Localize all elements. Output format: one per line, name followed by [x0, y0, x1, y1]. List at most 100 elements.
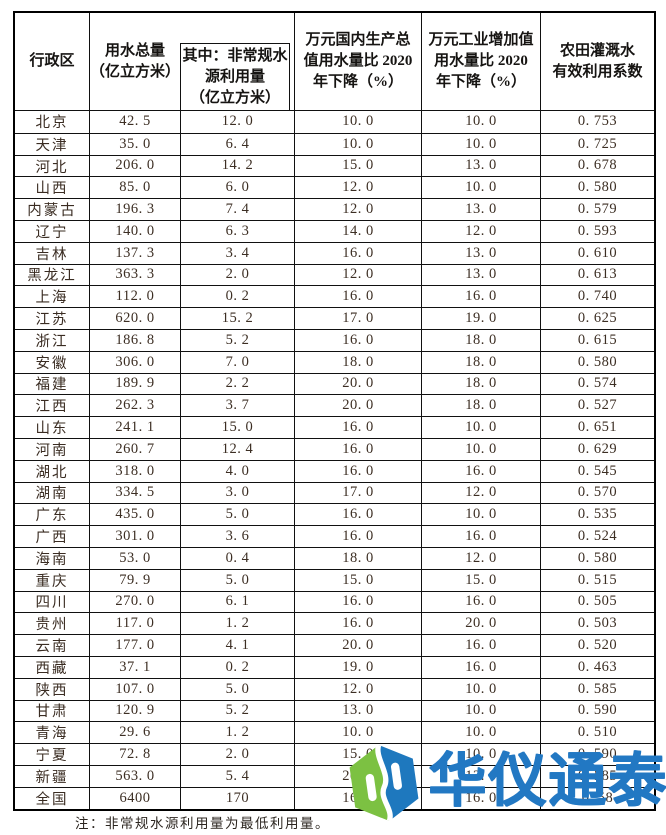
- table-row: 天津 35. 0 6. 4 10. 0 10. 0 0. 725: [15, 132, 654, 155]
- value-cell: 16. 0: [295, 526, 422, 547]
- table-row: 甘肃 120. 9 5. 2 13. 0 10. 0 0. 590: [15, 699, 654, 722]
- table-row: 吉林 137. 3 3. 4 16. 0 13. 0 0. 610: [15, 241, 654, 264]
- value-cell: 0. 579: [577, 201, 618, 218]
- value-cell: 12. 0: [422, 220, 541, 242]
- value-cell: 16. 0: [295, 417, 422, 438]
- table-header-row: 行政区 用水总量 （亿立方米） 其中：非常规水 源利用量 （亿立方米） 万元国内…: [15, 13, 654, 111]
- value-cell: 117. 0: [90, 613, 181, 635]
- value-cell: 306. 0: [90, 351, 181, 373]
- value-cell: 4. 1: [181, 635, 295, 656]
- value-cell: 5. 2: [181, 329, 295, 351]
- value-cell: 16. 0: [295, 329, 422, 351]
- table-row: 西藏 37. 1 0. 2 19. 0 16. 0 0. 463: [15, 655, 654, 678]
- value-cell: 0. 2: [181, 656, 295, 678]
- value-cell: 16. 0: [422, 656, 541, 678]
- value-cell: 270. 0: [90, 591, 181, 613]
- table-row: 安徽 306. 0 7. 0 18. 0 18. 0 0. 580: [15, 350, 654, 373]
- region-cell: 陕西: [15, 678, 90, 700]
- region-cell: 宁夏: [15, 744, 90, 765]
- region-cell: 江苏: [15, 308, 90, 329]
- region-cell: 广东: [15, 504, 90, 526]
- region-cell: 广西: [15, 526, 90, 547]
- value-cell: 10. 0: [422, 504, 541, 526]
- table-row: 广东 435. 0 5. 0 16. 0 10. 0 0. 535: [15, 503, 654, 526]
- col-header-total-water: 用水总量 （亿立方米）: [90, 42, 181, 80]
- value-cell: 0. 524: [577, 528, 618, 545]
- value-cell: 10. 0: [295, 133, 422, 155]
- value-cell: 16. 0: [422, 591, 541, 613]
- value-cell: 10. 0: [295, 722, 422, 744]
- value-cell: 7. 4: [181, 199, 295, 220]
- value-cell: 10. 0: [422, 111, 541, 133]
- value-cell: 13. 0: [422, 155, 541, 177]
- value-cell: 5. 2: [181, 700, 295, 722]
- value-cell: 241. 1: [90, 417, 181, 438]
- value-cell: 15. 0: [295, 155, 422, 177]
- col-header-gdp-drop: 万元国内生产总 值用水量比 2020 年下降（%）: [295, 13, 422, 110]
- value-cell: 10. 0: [422, 744, 541, 765]
- value-cell: 0. 545: [577, 462, 618, 479]
- table-row: 辽宁 140. 0 6. 3 14. 0 12. 0 0. 593: [15, 219, 654, 242]
- table-row: 河北 206. 0 14. 2 15. 0 13. 0 0. 678: [15, 154, 654, 177]
- value-cell: 334. 5: [90, 482, 181, 504]
- value-cell: 0. 590: [577, 746, 618, 762]
- region-cell: 青海: [15, 722, 90, 744]
- value-cell: 10. 0: [422, 177, 541, 199]
- region-cell: 山西: [15, 177, 90, 199]
- value-cell: 0. 503: [577, 615, 618, 632]
- value-cell: 12. 0: [181, 111, 295, 133]
- value-cell: 0. 527: [577, 397, 618, 414]
- value-cell: 0. 574: [577, 375, 618, 392]
- value-cell: 0. 580: [577, 549, 618, 566]
- value-cell: 177. 0: [90, 635, 181, 656]
- value-cell: 0. 535: [577, 506, 618, 523]
- region-cell: 辽宁: [15, 220, 90, 242]
- table-row: 海南 53. 0 0. 4 18. 0 12. 0 0. 580: [15, 546, 654, 569]
- table-row: 山西 85. 0 6. 0 12. 0 10. 0 0. 580: [15, 176, 654, 199]
- value-cell: 18. 0: [422, 351, 541, 373]
- table-row: 湖南 334. 5 3. 0 17. 0 12. 0 0. 570: [15, 481, 654, 504]
- value-cell: 189. 9: [90, 373, 181, 395]
- region-cell: 江西: [15, 395, 90, 417]
- value-cell: 0. 520: [577, 637, 618, 654]
- huayi-tongtai-logo-icon: [349, 744, 419, 822]
- value-cell: 3. 6: [181, 526, 295, 547]
- value-cell: 10. 0: [295, 111, 422, 133]
- region-cell: 山东: [15, 417, 90, 438]
- value-cell: 15. 0: [181, 417, 295, 438]
- value-cell: 5. 0: [181, 504, 295, 526]
- value-cell: 18. 0: [295, 351, 422, 373]
- value-cell: 18. 0: [422, 329, 541, 351]
- value-cell: 14. 2: [181, 155, 295, 177]
- value-cell: 0. 585: [577, 767, 618, 784]
- value-cell: 16. 0: [422, 460, 541, 482]
- value-cell: 15. 2: [181, 308, 295, 329]
- value-cell: 10. 0: [422, 678, 541, 700]
- value-cell: 6. 4: [181, 133, 295, 155]
- value-cell: 260. 7: [90, 438, 181, 460]
- region-cell: 贵州: [15, 613, 90, 635]
- region-cell: 西藏: [15, 656, 90, 678]
- value-cell: 19. 0: [295, 656, 422, 678]
- value-cell: 18. 0: [422, 373, 541, 395]
- value-cell: 0. 2: [181, 286, 295, 308]
- value-cell: 20. 0: [295, 635, 422, 656]
- value-cell: 6400: [90, 787, 181, 809]
- value-cell: 0. 613: [577, 266, 618, 283]
- col-header-region: 行政区: [15, 13, 90, 110]
- value-cell: 2. 0: [181, 264, 295, 286]
- value-cell: 0. 725: [577, 135, 618, 152]
- region-cell: 北京: [15, 111, 90, 133]
- footnote: 注：非常规水源利用量为最低利用量。: [75, 816, 330, 831]
- value-cell: 16. 0: [295, 438, 422, 460]
- value-cell: 7. 0: [181, 351, 295, 373]
- value-cell: 12. 4: [181, 438, 295, 460]
- region-cell: 河南: [15, 438, 90, 460]
- value-cell: 2. 0: [181, 744, 295, 765]
- region-cell: 黑龙江: [15, 264, 90, 286]
- value-cell: 120. 9: [90, 700, 181, 722]
- value-cell: 0. 585: [577, 680, 618, 697]
- table-row: 黑龙江 363. 3 2. 0 12. 0 13. 0 0. 613: [15, 263, 654, 286]
- value-cell: 79. 9: [90, 569, 181, 591]
